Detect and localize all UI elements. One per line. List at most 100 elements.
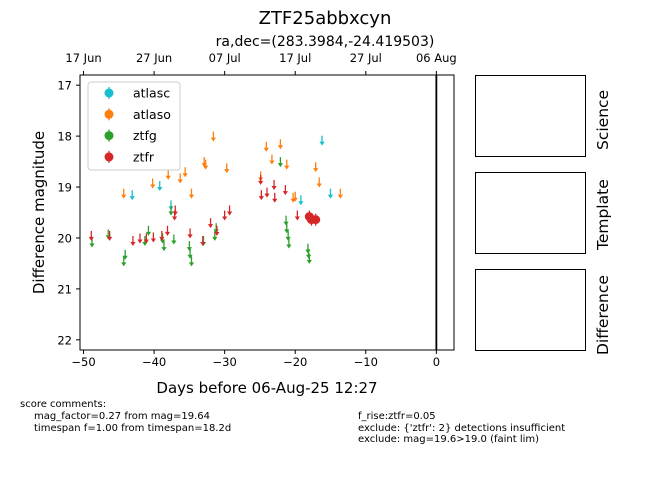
atlaso-upper-limit xyxy=(203,165,209,170)
ztfr-upper-limit xyxy=(130,242,136,247)
ztfg-upper-limit xyxy=(186,247,192,252)
ztfg-upper-limit xyxy=(145,231,152,236)
atlasc-upper-limit xyxy=(129,196,135,201)
atlaso-upper-limit xyxy=(277,145,284,150)
ztfr-upper-limit xyxy=(200,242,206,247)
atlaso-upper-limit xyxy=(177,179,183,184)
atlasc-upper-limit xyxy=(327,194,334,199)
legend-entry: atlasc xyxy=(133,86,170,101)
legend-marker xyxy=(104,152,114,162)
ztfg-upper-limit xyxy=(89,243,95,248)
ztfr-upper-limit xyxy=(258,180,264,185)
ztfg-upper-limit xyxy=(284,229,290,234)
ztfr-upper-limit xyxy=(143,239,149,244)
atlaso-upper-limit xyxy=(121,194,127,199)
legend-entry: ztfg xyxy=(133,128,157,143)
atlaso-upper-limit xyxy=(313,168,319,173)
atlaso-upper-limit xyxy=(182,173,188,178)
ztfg-upper-limit xyxy=(306,254,312,259)
comment-line: mag_factor=0.27 from mag=19.64 xyxy=(34,411,211,422)
atlaso-upper-limit xyxy=(269,160,275,165)
difference-cutout-panel xyxy=(475,269,586,351)
atlaso-upper-limit xyxy=(188,194,195,199)
ztfr-upper-limit xyxy=(187,234,193,239)
x-tick-label: −30 xyxy=(213,355,237,369)
top-x-tick-label: 06 Aug xyxy=(416,51,457,65)
ztfr-upper-limit xyxy=(164,231,171,236)
legend-box xyxy=(87,81,181,171)
ztfr-upper-limit xyxy=(264,193,270,198)
atlaso-upper-limit xyxy=(337,194,343,199)
ztfg-upper-limit xyxy=(122,255,128,260)
ztfg-upper-limit xyxy=(305,249,311,254)
comment-line: exclude: mag=19.6>19.0 (faint lim) xyxy=(358,434,540,445)
plot-frame xyxy=(79,74,455,351)
science-label: Science xyxy=(594,89,612,150)
ztfg-upper-limit xyxy=(171,240,177,245)
ztfr-upper-limit xyxy=(214,231,220,236)
atlasc-upper-limit xyxy=(157,187,163,192)
figure-subtitle: ra,dec=(283.3984,-24.419503) xyxy=(215,34,435,50)
ztfr-upper-limit xyxy=(272,198,278,203)
atlaso-upper-limit xyxy=(210,137,216,142)
ztfr-upper-limit xyxy=(227,211,233,216)
ztfr-upper-limit xyxy=(171,216,178,221)
ztfg-upper-limit xyxy=(277,163,284,168)
difference-label: Difference xyxy=(594,275,612,355)
ztfg-upper-limit xyxy=(187,254,193,259)
atlasc-upper-limit xyxy=(319,141,325,146)
legend-entry: atlaso xyxy=(133,107,171,122)
comment-line: timespan f=1.00 from timespan=18.2d xyxy=(34,422,232,434)
ztfr-upper-limit xyxy=(271,185,277,190)
ztfg-upper-limit xyxy=(286,244,292,249)
template-cutout-panel xyxy=(475,172,586,254)
atlaso-upper-limit xyxy=(284,165,290,170)
ztfr-detection-point xyxy=(311,215,321,225)
x-axis-label: Days before 06-Aug-25 12:27 xyxy=(156,379,377,397)
comment-line: exclude: {'ztfr': 2} detections insuffic… xyxy=(358,422,566,434)
atlaso-upper-limit xyxy=(316,183,322,188)
comment-line: f_rise:ztfr=0.05 xyxy=(358,411,436,422)
atlaso-upper-limit xyxy=(165,175,171,180)
y-tick-label: 19 xyxy=(57,181,72,195)
ztfg-upper-limit xyxy=(121,262,127,267)
legend-marker xyxy=(104,131,114,141)
legend-entry: ztfr xyxy=(133,149,155,164)
atlasc-upper-limit xyxy=(298,201,304,206)
atlaso-upper-limit xyxy=(224,169,230,174)
score-comments-left: mag_factor=0.27 from mag=19.64 timespan … xyxy=(34,411,231,434)
ztfg-upper-limit xyxy=(212,236,218,241)
ztfr-upper-limit xyxy=(137,239,143,244)
score-comments-right: f_rise:ztfr=0.05 exclude: {'ztfr': 2} de… xyxy=(358,411,565,446)
ztfg-upper-limit xyxy=(161,247,167,252)
x-tick-label: 0 xyxy=(433,355,440,369)
x-tick-label: −40 xyxy=(142,355,166,369)
template-label: Template xyxy=(594,179,612,250)
ztfr-upper-limit xyxy=(294,216,300,221)
ztfr-upper-limit xyxy=(107,236,113,241)
ztfr-upper-limit xyxy=(207,224,214,229)
legend-marker xyxy=(104,88,114,98)
ztfg-upper-limit xyxy=(188,262,195,267)
y-tick-label: 20 xyxy=(57,231,72,245)
y-tick-label: 17 xyxy=(57,79,72,93)
y-tick-label: 18 xyxy=(57,130,72,144)
top-x-tick-label: 27 Jun xyxy=(136,51,172,65)
figure-title: ZTF25abbxcyn xyxy=(258,8,392,29)
top-x-tick-label: 27 Jul xyxy=(350,51,382,65)
ztfg-upper-limit xyxy=(306,259,312,264)
y-tick-label: 22 xyxy=(57,333,72,347)
score-comments-heading: score comments: xyxy=(20,399,107,410)
atlaso-upper-limit xyxy=(263,147,269,152)
top-x-tick-label: 07 Jul xyxy=(209,51,241,65)
ztfr-upper-limit xyxy=(172,211,178,216)
y-axis-label: Difference magnitude xyxy=(30,131,48,294)
atlaso-upper-limit xyxy=(150,184,156,189)
ztfg-upper-limit xyxy=(285,236,291,241)
top-x-tick-label: 17 Jun xyxy=(65,51,101,65)
x-tick-label: −20 xyxy=(283,355,307,369)
ztfr-upper-limit xyxy=(150,238,156,243)
atlaso-upper-limit xyxy=(292,197,298,202)
lightcurve-chart: −50 −40 −30 −20 −10 0 17 Jun 27 Jun 07 Jul 17 Jul… xyxy=(30,51,457,397)
